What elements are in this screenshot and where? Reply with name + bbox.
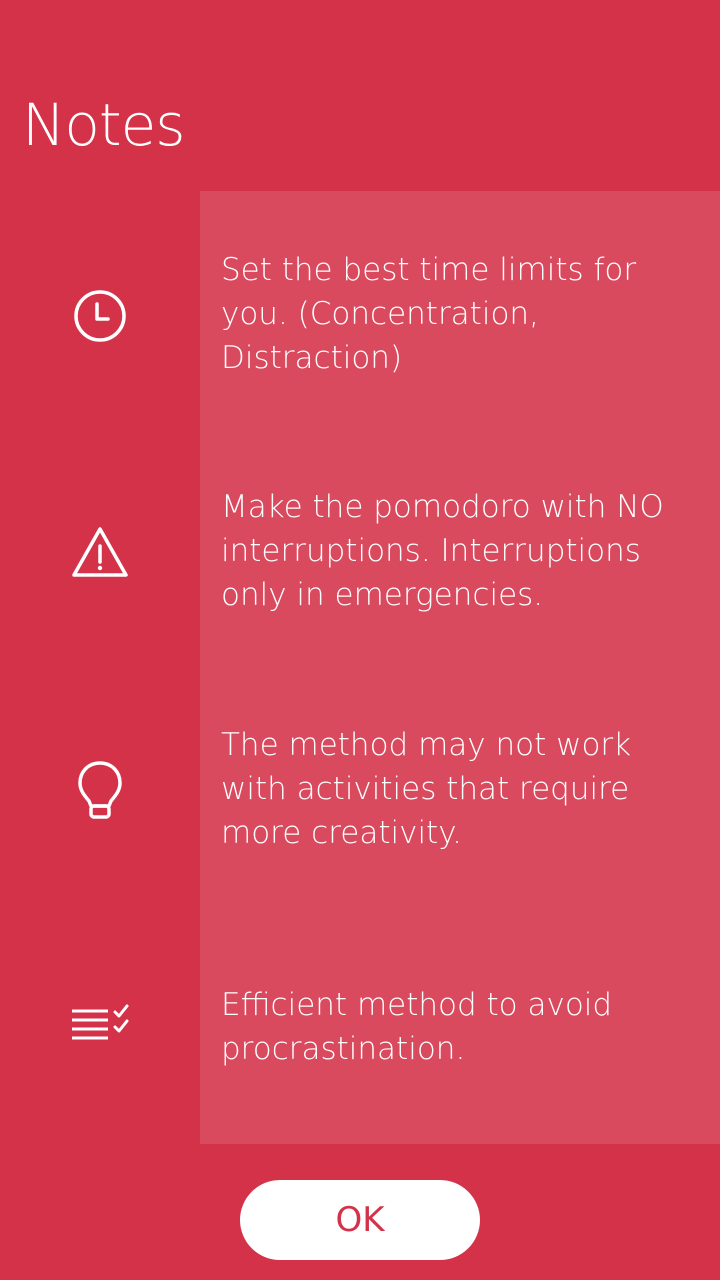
note-item-creativity: The method may not work with activities …: [0, 723, 720, 943]
warning-icon: [60, 513, 140, 593]
notes-panel: [200, 191, 720, 1144]
page-title: Notes: [22, 91, 186, 159]
note-text: The method may not work with activities …: [221, 727, 632, 851]
note-text: Efficient method to avoid procrastinatio…: [221, 987, 613, 1067]
note-item-time-limits: Set the best time limits for you. (Conce…: [0, 248, 720, 468]
clock-icon: [60, 276, 140, 356]
note-text: Make the pomodoro with NO interruptions.…: [221, 489, 664, 613]
note-text: Set the best time limits for you. (Conce…: [221, 252, 637, 376]
checklist-icon: [60, 983, 140, 1063]
note-item-procrastination: Efficient method to avoid procrastinatio…: [0, 983, 720, 1203]
lightbulb-icon: [60, 751, 140, 831]
note-item-interruptions: Make the pomodoro with NO interruptions.…: [0, 485, 720, 705]
ok-button[interactable]: OK: [240, 1180, 480, 1260]
